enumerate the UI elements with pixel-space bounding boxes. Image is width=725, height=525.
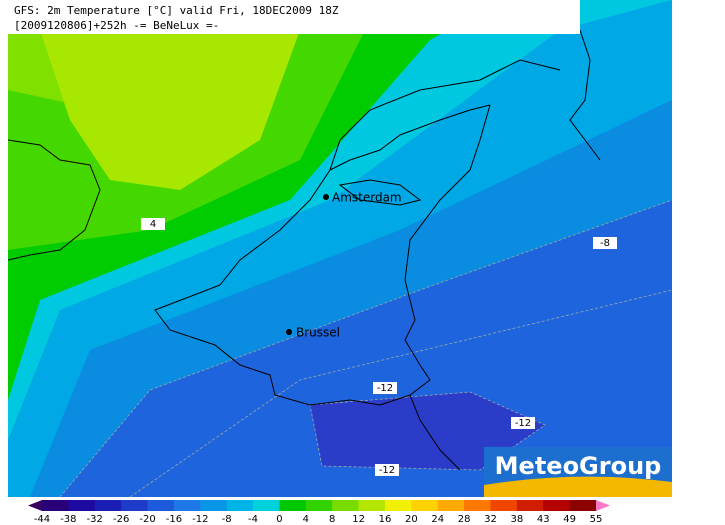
isotherm: [129, 289, 673, 498]
colorbar-tick-label: -4: [248, 514, 258, 525]
coastline: [219, 59, 561, 286]
lake: [338, 179, 422, 206]
colorbar-tick-label: 0: [276, 514, 282, 525]
colorbar-segment: [464, 500, 491, 511]
city-marker: [323, 194, 329, 200]
colorbar-tick-label: -32: [87, 514, 103, 525]
colorbar-segment: [94, 500, 122, 511]
contour-label: 4: [150, 219, 156, 230]
contour-label: -12: [377, 383, 393, 394]
colorbar-tick-label: 43: [537, 514, 550, 525]
colorbar-tick-label: -20: [139, 514, 155, 525]
colorbar-tick-label: 32: [484, 514, 497, 525]
colorbar-tick-label: 12: [352, 514, 365, 525]
contour-label: -8: [600, 238, 610, 249]
colorbar-segment: [411, 500, 439, 511]
colorbar-tick-label: 8: [329, 514, 335, 525]
colorbar-segment: [332, 500, 360, 511]
colorbar-segment: [490, 500, 518, 511]
contour-label: -12: [515, 418, 531, 429]
contour-label-box: [373, 382, 397, 394]
temp-band: [40, 30, 300, 190]
colorbar-segment: [305, 500, 333, 511]
colorbar-tick-label: 16: [379, 514, 392, 525]
colorbar-tick-label: -12: [192, 514, 208, 525]
isotherm: [59, 199, 673, 498]
colorbar-tick-label: 20: [405, 514, 418, 525]
city-label: Brussel: [296, 326, 340, 340]
colorbar-tick-label: 24: [431, 514, 444, 525]
colorbar-segment: [569, 500, 597, 511]
colorbar-segment: [200, 500, 228, 511]
colorbar-tick-label: -38: [60, 514, 76, 525]
colorbar-tick-label: -26: [113, 514, 129, 525]
coastline: [7, 139, 101, 261]
header-line: [2009120806]+252h -= BeNeLux =-: [14, 19, 219, 32]
colorbar-tick-label: 49: [563, 514, 576, 525]
city-marker: [286, 329, 292, 335]
map: [7, 0, 673, 498]
colorbar-segment: [253, 500, 280, 511]
colorbar-tick-label: 4: [303, 514, 309, 525]
colorbar-arrow: [28, 500, 42, 511]
colorbar-segment: [358, 500, 386, 511]
coastline: [329, 104, 491, 171]
header-box: [8, 0, 580, 34]
colorbar-tick-label: -8: [222, 514, 232, 525]
header-line: GFS: 2m Temperature [°C] valid Fri, 18DE…: [14, 4, 339, 17]
colorbar-segment: [42, 500, 69, 511]
colorbar-tick-label: -44: [34, 514, 50, 525]
colorbar-segment: [516, 500, 544, 511]
colorbar-segment: [279, 500, 307, 511]
contour-label: -12: [379, 465, 395, 476]
contour-label-box: [141, 218, 165, 230]
colorbar-segment: [147, 500, 175, 511]
logo-text: MeteoGroup: [495, 452, 662, 480]
logo-swoosh: [484, 476, 672, 497]
colorbar-arrow: [596, 500, 610, 511]
colorbar-segment: [173, 500, 201, 511]
border: [569, 29, 601, 161]
contour-label-box: [593, 237, 617, 249]
colorbar-segment: [226, 500, 254, 511]
colorbar-tick-label: 55: [590, 514, 603, 525]
colorbar-segment: [384, 500, 412, 511]
city-label: Amsterdam: [332, 191, 402, 205]
colorbar-segment: [543, 500, 571, 511]
border: [409, 394, 461, 471]
contour-label-box: [511, 417, 535, 429]
colorbar-tick-label: 38: [510, 514, 523, 525]
colorbar-segment: [68, 500, 96, 511]
contour-label-box: [375, 464, 399, 476]
colorbar-tick-label: -16: [166, 514, 182, 525]
colorbar-tick-label: 28: [458, 514, 471, 525]
colorbar-segment: [121, 500, 149, 511]
colorbar-segment: [437, 500, 465, 511]
